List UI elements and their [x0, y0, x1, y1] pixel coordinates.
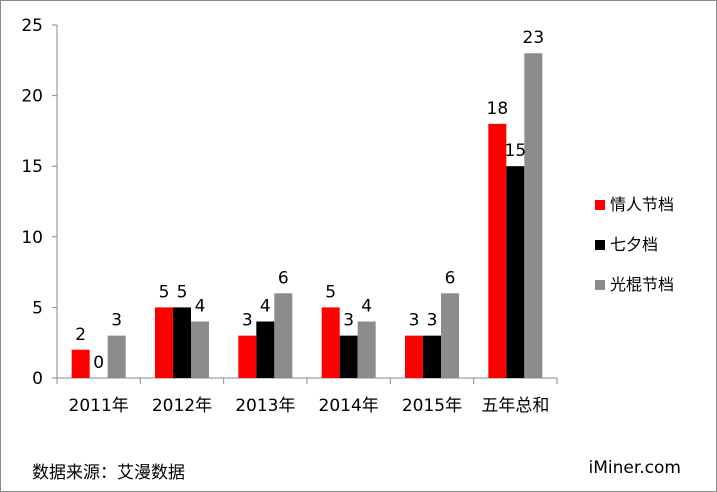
data-label: 15 [505, 141, 527, 161]
bar [357, 321, 376, 378]
data-label: 3 [242, 311, 253, 331]
x-category-label: 2014年 [319, 396, 379, 416]
data-label: 4 [195, 297, 206, 317]
data-label: 0 [93, 353, 104, 373]
bar [274, 293, 293, 378]
bar [155, 307, 173, 378]
y-tick-label: 0 [32, 369, 43, 389]
bar [107, 335, 126, 378]
y-tick-label: 20 [21, 87, 43, 107]
y-axis: 0 5 10 15 20 25 [21, 16, 58, 389]
data-label: 3 [111, 311, 122, 331]
x-category-label: 2012年 [152, 396, 212, 416]
x-axis: 2011年 2012年 2013年 2014年 2015年 五年总和 [56, 377, 558, 416]
bar [339, 335, 358, 378]
bar [506, 166, 525, 378]
y-tick-label: 5 [32, 298, 43, 318]
legend-entry-label: 情人节档 [610, 195, 674, 214]
legend-swatch [595, 280, 605, 290]
data-label: 4 [260, 297, 271, 317]
bar [238, 335, 257, 378]
bar [321, 307, 340, 378]
data-label: 3 [409, 311, 420, 331]
data-label: 5 [177, 282, 188, 302]
y-tick-label: 25 [21, 16, 43, 36]
data-label: 6 [278, 268, 289, 288]
bar [524, 53, 543, 379]
x-category-label: 2013年 [235, 396, 295, 416]
data-label: 5 [325, 282, 336, 302]
bar [191, 321, 209, 378]
data-label: 5 [159, 282, 170, 302]
data-label: 6 [445, 268, 456, 288]
data-label: 3 [427, 311, 438, 331]
bars [71, 53, 543, 379]
data-source-note: 数据来源：艾漫数据 [32, 463, 185, 483]
y-tick-label: 10 [21, 228, 43, 248]
y-tick-label: 15 [21, 157, 43, 177]
data-label: 3 [343, 311, 354, 331]
legend-entry-label: 七夕档 [610, 235, 658, 254]
legend-entry-label: 光棍节档 [610, 275, 674, 294]
bar [173, 307, 191, 378]
bar [405, 335, 423, 378]
x-category-label: 2015年 [402, 396, 462, 416]
x-category-label: 2011年 [69, 396, 129, 416]
brand-label: iMiner.com [588, 458, 682, 478]
data-label: 23 [523, 28, 545, 48]
x-category-label: 五年总和 [481, 396, 549, 416]
data-label: 18 [487, 99, 509, 119]
legend-swatch [595, 200, 605, 210]
legend-swatch [595, 240, 605, 250]
bar [488, 123, 507, 378]
data-label: 4 [361, 297, 372, 317]
bar [71, 349, 90, 378]
bar [256, 321, 275, 378]
bar [441, 293, 459, 378]
bar [423, 335, 441, 378]
data-label: 2 [75, 325, 86, 345]
